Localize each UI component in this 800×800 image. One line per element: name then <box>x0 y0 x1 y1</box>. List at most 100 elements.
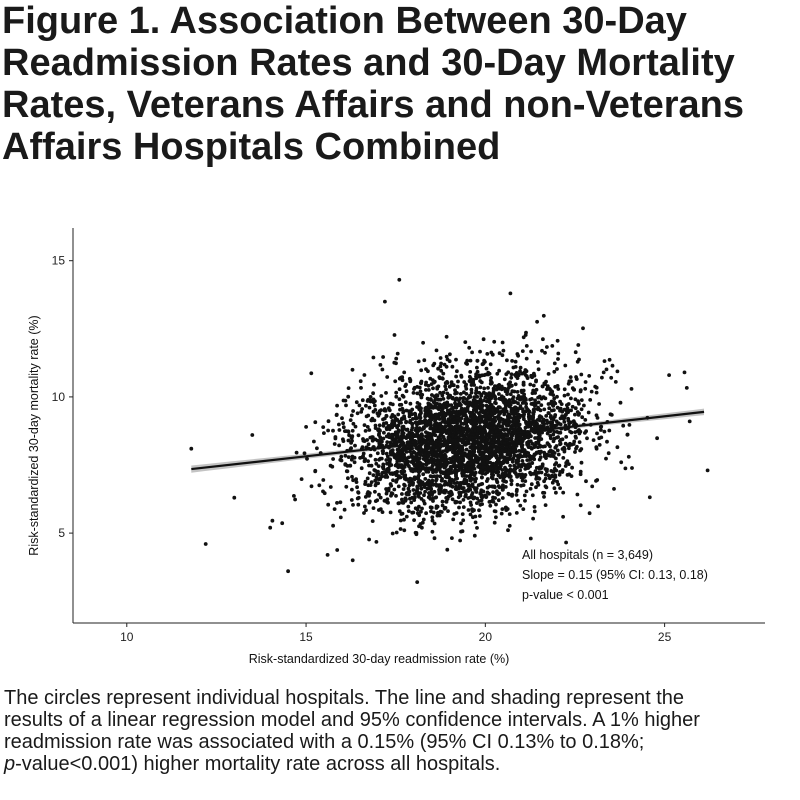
data-point <box>573 412 577 417</box>
data-point <box>402 474 406 479</box>
data-point <box>502 441 507 445</box>
data-point <box>415 385 420 389</box>
data-point <box>408 449 413 454</box>
data-point <box>401 454 405 458</box>
data-point <box>325 553 330 557</box>
data-point <box>613 380 618 384</box>
data-point <box>489 396 494 401</box>
data-point <box>597 443 602 447</box>
data-point <box>453 401 457 405</box>
data-point <box>478 349 482 354</box>
data-point <box>433 433 438 438</box>
data-point <box>473 470 478 475</box>
data-point <box>450 536 454 540</box>
data-point <box>417 478 421 483</box>
data-point <box>461 396 466 400</box>
data-point <box>463 417 468 422</box>
data-point <box>538 414 542 418</box>
data-point <box>458 396 462 401</box>
data-point <box>436 429 441 433</box>
data-point <box>394 356 399 361</box>
data-point <box>376 472 380 476</box>
data-point <box>430 474 434 479</box>
data-point <box>429 404 434 409</box>
data-point <box>400 492 404 496</box>
data-point <box>551 404 556 408</box>
data-point <box>388 471 393 476</box>
data-point <box>514 489 519 494</box>
data-point <box>388 457 392 462</box>
data-point <box>352 460 357 465</box>
axes-layer <box>69 228 765 627</box>
data-point <box>430 393 434 397</box>
data-point <box>403 496 408 501</box>
data-point <box>384 427 389 432</box>
data-point <box>392 439 396 444</box>
data-point <box>408 401 413 406</box>
data-point <box>578 472 583 477</box>
data-point <box>384 451 389 456</box>
data-point <box>532 373 537 378</box>
data-point <box>446 471 451 475</box>
data-point <box>471 425 476 430</box>
data-point <box>555 448 560 453</box>
data-point <box>370 438 375 443</box>
data-point <box>396 412 401 417</box>
data-point <box>514 511 519 515</box>
figure-caption: The circles represent individual hospita… <box>4 687 796 775</box>
data-point <box>367 493 371 498</box>
data-point <box>621 423 626 428</box>
data-point <box>438 356 443 360</box>
data-point <box>513 405 518 410</box>
data-point <box>541 337 545 342</box>
data-point <box>524 356 529 361</box>
data-point <box>442 506 447 511</box>
data-point <box>590 484 595 489</box>
data-point <box>503 485 508 489</box>
data-point <box>687 419 692 424</box>
stats-annotation: All hospitals (n = 3,649) <box>522 548 653 562</box>
data-point <box>682 370 687 375</box>
data-point <box>338 515 343 520</box>
data-point <box>406 459 410 464</box>
data-point <box>542 491 547 495</box>
caption-line: readmission rate was associated with a 0… <box>4 731 645 753</box>
data-point <box>576 343 581 347</box>
data-point <box>334 412 339 417</box>
data-point <box>508 463 512 468</box>
caption-line: The circles represent individual hospita… <box>4 687 685 709</box>
data-point <box>548 420 552 425</box>
data-point <box>554 490 558 495</box>
data-point <box>460 451 465 456</box>
data-point <box>402 370 407 375</box>
data-point <box>647 495 652 500</box>
data-point <box>419 486 424 491</box>
data-point <box>547 411 551 415</box>
data-point <box>338 458 343 462</box>
data-point <box>373 489 377 494</box>
data-point <box>424 380 428 385</box>
data-point <box>599 435 604 440</box>
data-point <box>399 463 404 467</box>
data-point <box>472 415 476 420</box>
data-point <box>547 476 552 481</box>
data-point <box>535 319 539 324</box>
data-point <box>438 464 443 469</box>
regression-line-layer <box>191 410 705 471</box>
data-point <box>440 503 445 508</box>
data-point <box>555 338 560 343</box>
data-point <box>627 423 632 427</box>
data-point <box>427 495 432 500</box>
data-point <box>448 425 453 429</box>
data-point <box>469 461 474 466</box>
data-point <box>420 462 424 467</box>
data-point <box>443 401 448 406</box>
data-point <box>492 411 497 416</box>
data-point <box>414 416 419 421</box>
data-point <box>393 379 398 384</box>
data-point <box>409 477 414 481</box>
data-point <box>390 531 395 536</box>
data-point <box>384 391 388 395</box>
data-point <box>374 475 379 480</box>
data-point <box>342 507 347 512</box>
